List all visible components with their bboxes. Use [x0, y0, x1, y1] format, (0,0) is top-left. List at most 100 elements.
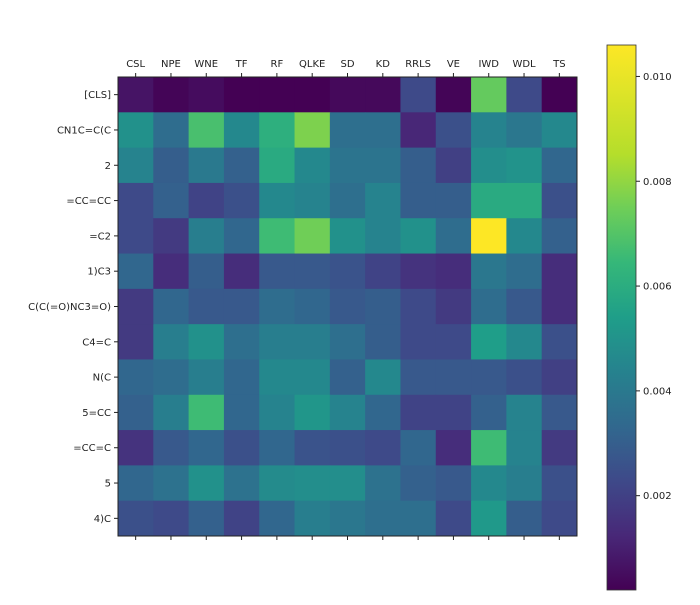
- heatmap-cell: [365, 465, 401, 502]
- heatmap-cell: [223, 430, 260, 466]
- heatmap-cell: [400, 77, 437, 113]
- colorbar-tick-label: 0.002: [643, 491, 672, 502]
- heatmap-cell: [365, 77, 401, 113]
- heatmap-cell: [294, 430, 331, 466]
- heatmap-cell: [329, 77, 366, 113]
- x-tick-label: NPE: [161, 59, 181, 70]
- y-tick-label: 4)C: [94, 514, 111, 525]
- heatmap-cell: [365, 112, 401, 149]
- heatmap-cell: [188, 430, 225, 466]
- heatmap-cell: [506, 288, 543, 325]
- heatmap-cell: [400, 112, 437, 149]
- x-tick-label: VE: [447, 59, 460, 70]
- heatmap-cell: [223, 359, 260, 396]
- y-tick-label: C(C(=O)NC3=O): [28, 302, 111, 313]
- heatmap-cell: [435, 500, 472, 537]
- heatmap-cell: [294, 394, 331, 431]
- heatmap-cell: [259, 112, 296, 149]
- heatmap-cell: [400, 324, 437, 360]
- heatmap-cell: [188, 465, 225, 502]
- heatmap-cell: [471, 147, 507, 184]
- heatmap-cell: [188, 324, 225, 360]
- heatmap-cell: [506, 324, 543, 360]
- y-tick-label: =CC=CC: [66, 196, 111, 207]
- heatmap-cell: [471, 430, 507, 466]
- heatmap-cell: [329, 394, 366, 431]
- heatmap-cell: [294, 218, 331, 255]
- heatmap-cell: [400, 500, 437, 537]
- heatmap-cell: [118, 430, 154, 466]
- heatmap-cell: [541, 218, 578, 255]
- heatmap-cell: [541, 253, 578, 290]
- heatmap-cell: [435, 359, 472, 396]
- heatmap-cell: [471, 359, 507, 396]
- y-tick-label: [CLS]: [84, 90, 111, 101]
- heatmap-cell: [506, 359, 543, 396]
- heatmap-cell: [153, 465, 190, 502]
- heatmap-cell: [400, 465, 437, 502]
- heatmap-cell: [329, 253, 366, 290]
- x-tick-label: CSL: [126, 59, 145, 70]
- heatmap-cell: [153, 394, 190, 431]
- heatmap-cell: [259, 465, 296, 502]
- heatmap-cell: [118, 288, 154, 325]
- heatmap-cell: [400, 288, 437, 325]
- heatmap-cell: [259, 77, 296, 113]
- heatmap-cell: [541, 182, 578, 219]
- heatmap-cell: [506, 430, 543, 466]
- heatmap-cell: [365, 288, 401, 325]
- y-tick-label: 2: [105, 161, 111, 172]
- heatmap-cell: [329, 182, 366, 219]
- heatmap-cell: [329, 430, 366, 466]
- heatmap-cell: [259, 359, 296, 396]
- heatmap-cell: [153, 500, 190, 537]
- heatmap-cell: [400, 182, 437, 219]
- heatmap-cell: [223, 253, 260, 290]
- heatmap-cell: [471, 465, 507, 502]
- heatmap-cell: [118, 77, 154, 113]
- heatmap-cell: [188, 218, 225, 255]
- x-axis-labels: CSL NPE WNE TF RF QLKE SD KD RRLS VE IWD WDL TS: [126, 59, 566, 540]
- heatmap-cell: [153, 77, 190, 113]
- heatmap-cell: [259, 500, 296, 537]
- heatmap-cell: [329, 465, 366, 502]
- y-tick-label: =CC=C: [73, 443, 111, 454]
- heatmap-cell: [329, 324, 366, 360]
- heatmap-cell: [294, 253, 331, 290]
- heatmap-cell: [506, 218, 543, 255]
- heatmap-cell: [223, 147, 260, 184]
- heatmap-cell: [400, 359, 437, 396]
- heatmap-cell: [506, 112, 543, 149]
- heatmap-cell: [294, 182, 331, 219]
- heatmap-cell: [188, 147, 225, 184]
- heatmap-cell: [541, 430, 578, 466]
- heatmap-cell: [400, 253, 437, 290]
- heatmap-cell: [471, 182, 507, 219]
- heatmap-cell: [541, 288, 578, 325]
- heatmap-cell: [153, 218, 190, 255]
- heatmap-cell: [223, 77, 260, 113]
- heatmap-cell: [471, 77, 507, 113]
- heatmap-cell: [506, 394, 543, 431]
- heatmap-cell: [329, 147, 366, 184]
- heatmap-cell: [153, 253, 190, 290]
- y-tick-label: =C2: [89, 231, 111, 242]
- heatmap-cell: [365, 218, 401, 255]
- heatmap-cell: [259, 394, 296, 431]
- heatmap-cell: [294, 77, 331, 113]
- y-tick-label: CN1C=C(C: [57, 125, 111, 136]
- heatmap-cell: [541, 359, 578, 396]
- heatmap-cell: [471, 112, 507, 149]
- heatmap-cell: [118, 359, 154, 396]
- y-axis-labels: [CLS] CN1C=C(C 2 =CC=CC =C2 1)C3 C(C(=O)NC3=O)…: [28, 90, 118, 525]
- heatmap-cell: [400, 394, 437, 431]
- y-tick-label: C4=C: [82, 337, 111, 348]
- heatmap-cell: [471, 253, 507, 290]
- heatmap-cell: [329, 288, 366, 325]
- heatmap-cell: [435, 182, 472, 219]
- x-tick-label: QLKE: [299, 59, 325, 70]
- y-tick-label: 5=CC: [82, 408, 111, 419]
- heatmap-cell: [435, 394, 472, 431]
- heatmap-cell: [118, 465, 154, 502]
- heatmap-cell: [400, 218, 437, 255]
